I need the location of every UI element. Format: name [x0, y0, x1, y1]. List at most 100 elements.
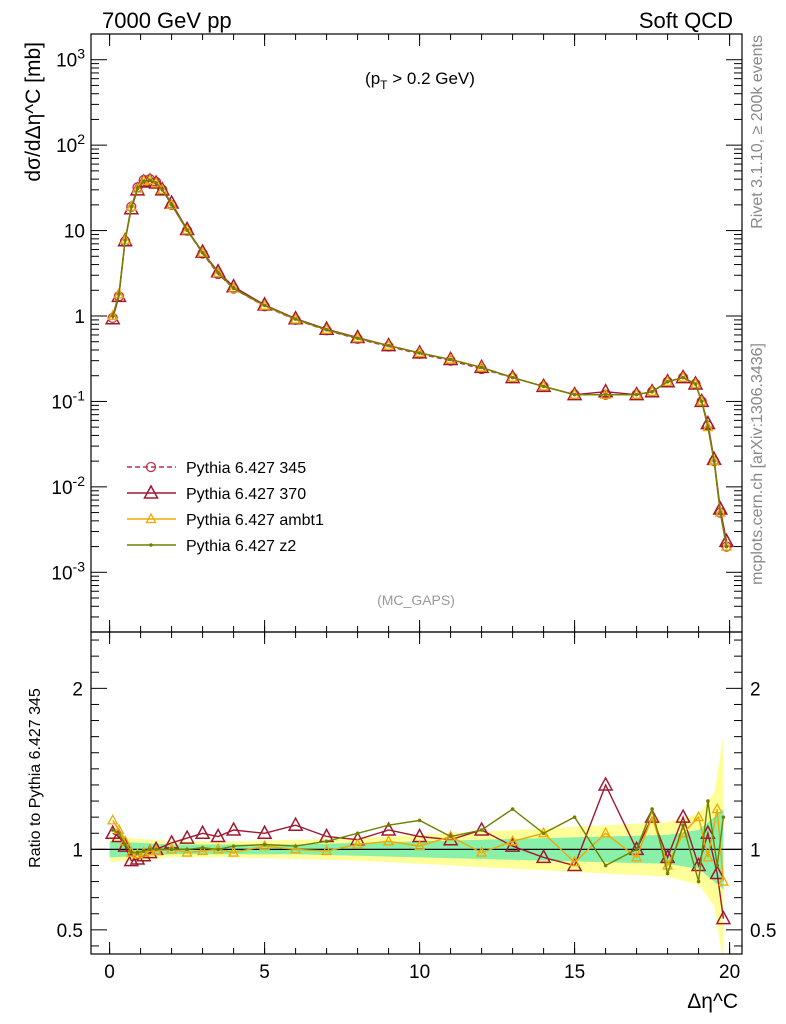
main-data-point [107, 309, 119, 321]
main-data-point [197, 246, 209, 257]
ratio-data-point [148, 847, 152, 852]
ratio-data-point [117, 831, 121, 836]
y-tick-label: 1 [72, 840, 83, 861]
ratio-y-axis-label: Ratio to Pythia 6.427 345 [27, 688, 44, 868]
ratio-data-point [690, 856, 707, 872]
ratio-data-point [631, 851, 643, 862]
ratio-data-point [200, 845, 205, 850]
ratio-data-point [228, 846, 240, 857]
ratio-data-point [169, 847, 174, 852]
ratio-data-point [256, 824, 273, 839]
y-tick-label-right: 0.5 [750, 921, 776, 942]
main-data-point [169, 203, 174, 207]
main-data-point [706, 425, 710, 429]
ratio-data-point [179, 829, 195, 844]
ratio-data-point [535, 848, 552, 864]
ratio-data-point [414, 839, 426, 851]
main-data-point [349, 328, 366, 344]
main-data-point [117, 292, 121, 296]
ratio-data-point [597, 776, 614, 791]
legend-entry: Pythia 6.427 z2 [186, 538, 296, 555]
process-label: Soft QCD [639, 8, 733, 33]
ratio-plot-frame [90, 631, 743, 955]
ratio-data-point [154, 847, 158, 852]
y-tick-label: 0.5 [57, 921, 83, 942]
ratio-data-point [110, 828, 115, 832]
main-data-point [693, 382, 698, 386]
ratio-data-point [107, 813, 119, 825]
main-y-axis-label: dσ/dΔη^C [mb] [22, 42, 45, 182]
main-data-point [572, 392, 577, 397]
main-data-point [148, 178, 152, 182]
rivet-label: Rivet 3.1.10, ≥ 200k events [749, 35, 766, 229]
ratio-data-point [706, 799, 710, 803]
ratio-data-point [473, 821, 490, 836]
analysis-tag: (MC_GAPS) [377, 592, 455, 608]
main-data-point [724, 544, 729, 549]
main-data-point [681, 375, 685, 380]
ratio-data-point [600, 826, 612, 838]
main-data-point [718, 510, 723, 515]
ratio-data-point [569, 855, 581, 867]
ratio-data-point [650, 807, 654, 811]
legend-entry: Pythia 6.427 ambt1 [186, 512, 324, 529]
y-tick-label: 102 [56, 131, 85, 157]
ratio-data-point [715, 910, 732, 925]
ratio-data-point [721, 815, 726, 819]
ratio-data-point [507, 834, 519, 846]
ratio-data-point [321, 844, 333, 856]
main-data-point [113, 287, 125, 299]
ratio-data-point [181, 846, 193, 857]
main-data-point [154, 181, 171, 196]
main-data-point [696, 395, 708, 406]
legend-entry: Pythia 6.427 370 [186, 486, 306, 503]
ratio-data-point [123, 842, 127, 847]
ratio-data-point [324, 839, 329, 844]
ratio-data-point [225, 821, 242, 836]
main-data-point [634, 392, 639, 397]
ratio-data-point [417, 818, 422, 823]
x-tick-label: 20 [719, 962, 740, 983]
ratio-data-point [166, 842, 178, 854]
main-data-point [677, 371, 689, 382]
ratio-data-point [129, 850, 134, 855]
main-data-point [417, 351, 422, 355]
main-data-point [665, 379, 670, 384]
ratio-data-point [479, 828, 484, 832]
ratio-data-point [194, 824, 211, 839]
ratio-data-point [352, 838, 364, 849]
main-data-point [200, 250, 205, 255]
ratio-data-point [709, 864, 725, 880]
main-data-point [603, 392, 608, 397]
main-data-point [510, 375, 515, 380]
ratio-data-point [150, 844, 162, 856]
main-data-point [166, 198, 178, 210]
main-data-point [650, 389, 654, 394]
legend-marker [145, 512, 157, 524]
ratio-data-point [675, 808, 691, 823]
ratio-data-point [541, 831, 546, 836]
main-data-point [644, 383, 660, 398]
legend-entry: Pythia 6.427 345 [186, 460, 306, 477]
main-data-point [212, 266, 224, 277]
ratio-data-point [262, 842, 267, 847]
main-data-point [135, 186, 140, 191]
main-data-point [123, 238, 127, 243]
main-data-point [144, 173, 156, 185]
y-tick-label: 10-2 [51, 473, 85, 499]
ratio-data-point [448, 834, 453, 839]
main-data-point [712, 459, 716, 463]
y-tick-label-right: 2 [750, 679, 761, 700]
main-data-point [160, 188, 165, 192]
y-tick-label-right: 1 [750, 840, 761, 861]
main-data-point [107, 312, 118, 324]
ratio-data-point [665, 871, 670, 876]
ratio-data-point [386, 823, 391, 827]
main-data-point [262, 303, 267, 308]
ratio-data-point [510, 807, 515, 811]
ratio-data-point [290, 842, 302, 854]
main-data-point [386, 343, 391, 348]
ratio-data-point [131, 847, 144, 859]
main-data-point [324, 327, 329, 332]
